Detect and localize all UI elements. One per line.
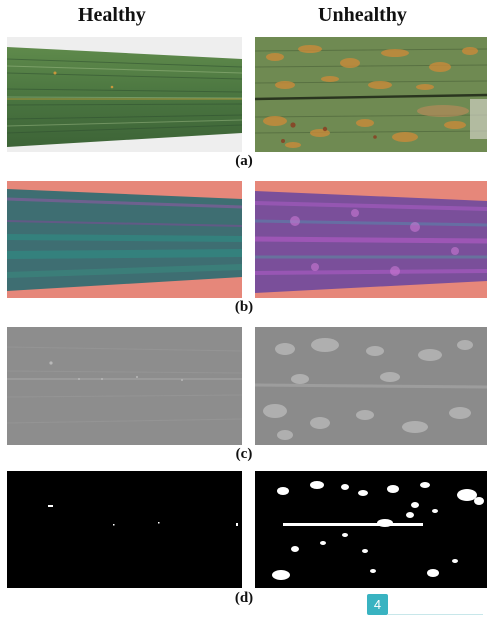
unhealthy-leaf-photo bbox=[255, 37, 487, 152]
column-header-healthy: Healthy bbox=[78, 4, 146, 26]
page-badge: 4 bbox=[367, 594, 388, 615]
column-header-unhealthy: Unhealthy bbox=[318, 4, 407, 26]
caption-b: (b) bbox=[234, 299, 254, 315]
unhealthy-binary-mask bbox=[255, 471, 487, 588]
healthy-leaf-photo bbox=[7, 37, 242, 152]
healthy-binary-mask bbox=[7, 471, 242, 588]
badge-underline bbox=[388, 614, 483, 615]
healthy-color-transformed bbox=[7, 181, 242, 298]
caption-a: (a) bbox=[235, 153, 253, 169]
unhealthy-color-transformed bbox=[255, 181, 487, 298]
caption-d: (d) bbox=[234, 590, 254, 606]
caption-c: (c) bbox=[235, 446, 253, 462]
unhealthy-grayscale bbox=[255, 327, 487, 445]
healthy-grayscale bbox=[7, 327, 242, 445]
